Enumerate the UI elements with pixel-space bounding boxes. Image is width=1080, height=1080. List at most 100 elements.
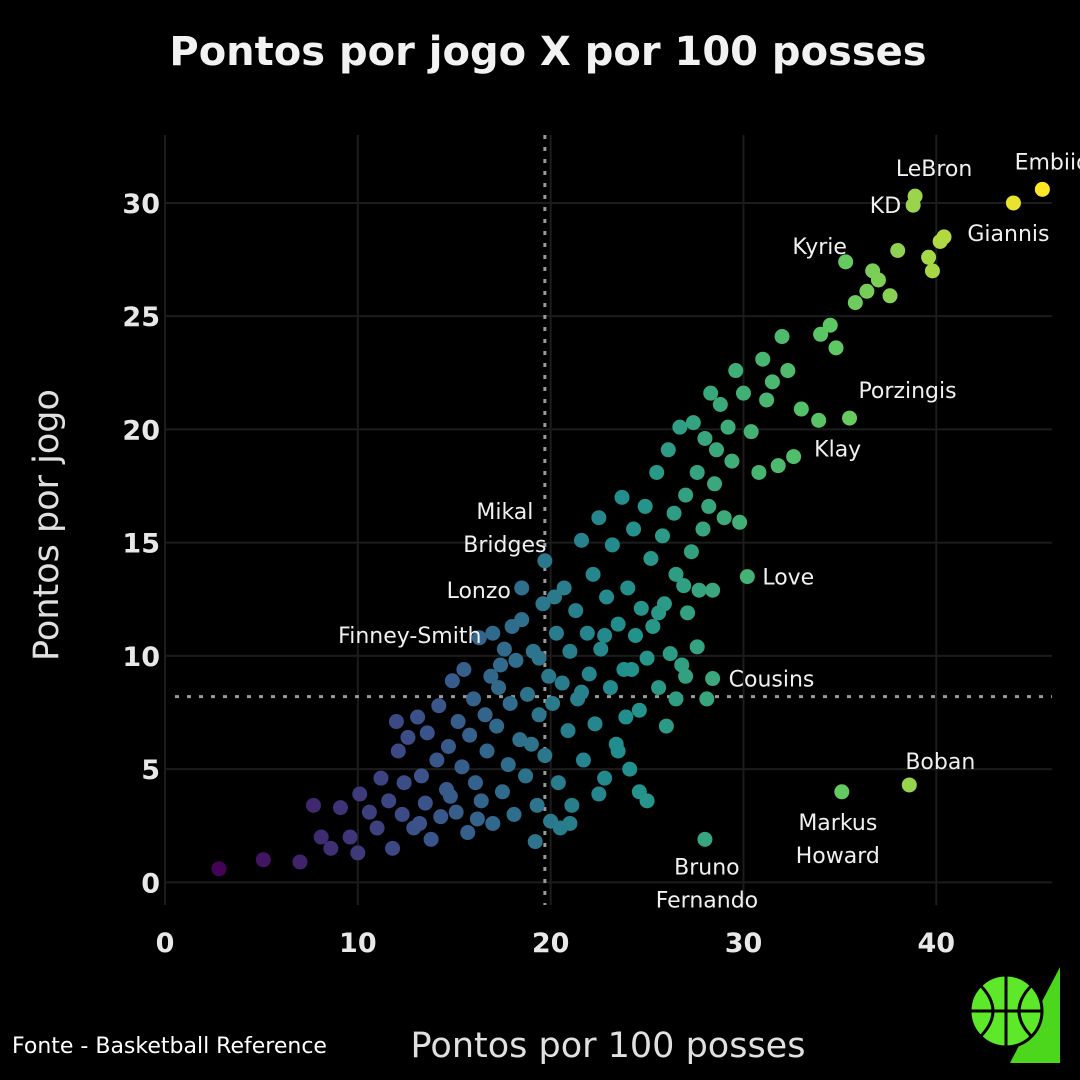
- scatter-point: [658, 718, 674, 734]
- y-tick-label: 10: [122, 642, 160, 673]
- scatter-point: [643, 551, 659, 566]
- scatter-point: [676, 578, 692, 594]
- scatter-point: [674, 657, 690, 673]
- scatter-point: [574, 684, 590, 700]
- scatter-point-labeled: [697, 831, 713, 847]
- scatter-point: [477, 707, 493, 723]
- scatter-point: [550, 775, 566, 791]
- scatter-point: [454, 759, 470, 775]
- y-tick-label: 25: [122, 302, 160, 333]
- scatter-point-labeled: [842, 410, 858, 426]
- scatter-point-labeled: [811, 412, 827, 428]
- scatter-point: [385, 840, 401, 856]
- scatter-point: [433, 809, 449, 825]
- scatter-point: [466, 691, 482, 707]
- point-label: Boban: [905, 750, 975, 775]
- scatter-point: [545, 695, 561, 711]
- scatter-point: [444, 673, 460, 689]
- scatter-point-labeled: [834, 784, 850, 800]
- scatter-point: [610, 743, 626, 759]
- scatter-point: [793, 401, 809, 417]
- scatter-point: [579, 625, 595, 641]
- scatter-point-labeled: [739, 569, 755, 585]
- scatter-point: [518, 768, 534, 784]
- scatter-point: [471, 630, 487, 646]
- scatter-point: [620, 580, 636, 596]
- scatter-point: [780, 363, 796, 379]
- scatter-point: [755, 351, 771, 367]
- scatter-point: [388, 714, 404, 730]
- point-label: Finney-Smith: [338, 624, 481, 649]
- scatter-point: [413, 768, 429, 784]
- scatter-point: [639, 650, 655, 666]
- chart-title: Pontos por jogo X por 100 posses: [169, 29, 926, 75]
- scatter-point: [460, 825, 476, 841]
- point-label: Giannis: [967, 222, 1049, 247]
- scatter-point: [651, 680, 667, 696]
- scatter-point: [597, 628, 613, 643]
- scatter-point: [882, 288, 898, 304]
- scatter-point: [394, 806, 410, 822]
- scatter-point: [649, 464, 665, 480]
- point-label: KD: [870, 194, 901, 219]
- scatter-point: [489, 718, 505, 734]
- scatter-point: [456, 661, 472, 677]
- scatter-point: [373, 770, 389, 786]
- scatter-point: [417, 795, 433, 811]
- scatter-point: [668, 691, 684, 707]
- scatter-point-labeled: [1034, 181, 1050, 197]
- scatter-point: [859, 283, 875, 299]
- scatter-point: [924, 263, 940, 279]
- scatter-point: [631, 702, 647, 718]
- scatter-point: [712, 397, 728, 412]
- scatter-point: [491, 680, 507, 696]
- scatter-point: [691, 582, 707, 598]
- scatter-point: [689, 639, 705, 655]
- scatter-point: [591, 510, 607, 526]
- point-label: Bruno Fernando: [656, 855, 758, 913]
- scatter-point: [716, 510, 732, 526]
- scatter-point: [597, 770, 613, 786]
- scatter-point: [822, 317, 838, 333]
- scatter-point: [847, 295, 863, 311]
- scatter-point: [651, 605, 667, 621]
- scatter-point: [614, 489, 630, 505]
- scatter-point: [637, 498, 653, 514]
- point-label: Kyrie: [792, 235, 847, 260]
- scatter-point: [504, 618, 520, 634]
- scatter-point: [890, 243, 906, 258]
- scatter-point: [705, 582, 721, 598]
- scatter-points: [211, 181, 1050, 877]
- scatter-point: [506, 806, 522, 822]
- scatter-point-labeled: [838, 254, 854, 270]
- y-axis-title: Pontos por jogo: [27, 389, 67, 661]
- scatter-point: [423, 831, 439, 847]
- scatter-point: [708, 442, 724, 458]
- scatter-point: [921, 249, 937, 265]
- scatter-point: [361, 804, 377, 820]
- scatter-point-labeled: [905, 197, 921, 213]
- scatter-point: [323, 840, 339, 856]
- scatter-point: [633, 600, 649, 616]
- scatter-point: [678, 487, 694, 503]
- scatter-point: [770, 458, 786, 474]
- scatter-point: [467, 775, 483, 791]
- scatter-point: [591, 786, 607, 802]
- scatter-point: [703, 385, 719, 401]
- scatter-point: [531, 650, 547, 666]
- scatter-point: [660, 442, 676, 458]
- scatter-point: [350, 845, 366, 861]
- scatter-point: [211, 861, 227, 877]
- scatter-point: [500, 757, 516, 773]
- scatter-point: [610, 616, 626, 632]
- reference-lines: [175, 135, 1052, 905]
- point-label: Mikal Bridges: [463, 500, 546, 558]
- scatter-point: [759, 392, 775, 408]
- scatter-point: [429, 752, 445, 768]
- scatter-point: [774, 329, 790, 345]
- scatter-point: [537, 748, 553, 764]
- scatter-point: [520, 686, 536, 702]
- scatter-point: [581, 666, 597, 682]
